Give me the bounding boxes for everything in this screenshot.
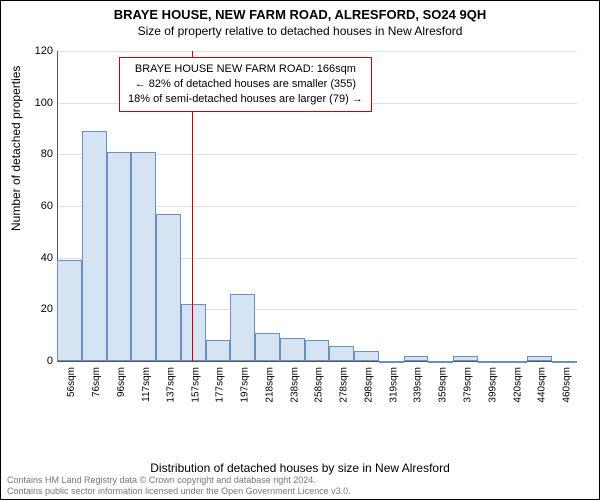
y-tick-label: 60 [29,200,53,212]
x-tick-label: 359sqm [438,367,449,403]
x-axis-label: Distribution of detached houses by size … [1,461,599,475]
histogram-bar [230,294,255,361]
histogram-bar [379,361,404,363]
x-tick-label: 399sqm [487,367,498,403]
x-tick-label: 137sqm [165,367,176,403]
x-tick-label: 278sqm [339,367,350,403]
histogram-bar [280,338,305,361]
x-tick-label: 177sqm [215,367,226,403]
histogram-bar [329,346,354,362]
attribution-footer: Contains HM Land Registry data © Crown c… [7,475,351,497]
y-tick-label: 20 [29,303,53,315]
y-tick-label: 80 [29,148,53,160]
histogram-bar [404,356,429,361]
x-tick-label: 96sqm [116,367,127,397]
histogram-bar [206,340,231,361]
histogram-bar [552,361,577,363]
x-tick-label: 197sqm [240,367,251,403]
x-tick-label: 440sqm [537,367,548,403]
chart-container: BRAYE HOUSE, NEW FARM ROAD, ALRESFORD, S… [0,0,600,500]
histogram-bar [82,131,107,361]
info-line-1: BRAYE HOUSE NEW FARM ROAD: 166sqm [128,62,363,77]
x-tick-label: 298sqm [364,367,375,403]
histogram-bar [503,361,528,363]
histogram-bar [354,351,379,361]
x-tick-label: 56sqm [66,367,77,397]
histogram-bar [181,304,206,361]
property-info-box: BRAYE HOUSE NEW FARM ROAD: 166sqm ← 82% … [119,57,372,112]
x-tick-label: 117sqm [141,367,152,402]
x-tick-label: 460sqm [562,367,573,403]
gridline [57,51,577,52]
histogram-bar [57,260,82,361]
x-tick-label: 379sqm [463,367,474,403]
chart-area: 02040608010012056sqm76sqm96sqm117sqm137s… [57,51,577,421]
y-tick-label: 120 [29,45,53,57]
histogram-bar [478,361,503,363]
x-tick-label: 258sqm [314,367,325,403]
chart-title: BRAYE HOUSE, NEW FARM ROAD, ALRESFORD, S… [1,7,599,22]
chart-subtitle: Size of property relative to detached ho… [1,24,599,38]
footer-line-1: Contains HM Land Registry data © Crown c… [7,475,351,486]
x-tick-label: 76sqm [91,367,102,397]
y-tick-label: 0 [29,355,53,367]
y-tick-label: 100 [29,97,53,109]
y-axis-label: Number of detached properties [9,66,23,231]
x-tick-label: 238sqm [289,367,300,403]
x-tick-label: 157sqm [190,367,201,403]
histogram-bar [107,152,132,361]
histogram-bar [305,340,330,361]
y-tick-label: 40 [29,252,53,264]
info-line-3: 18% of semi-detached houses are larger (… [128,92,363,107]
x-tick-label: 218sqm [264,367,275,403]
x-tick-label: 420sqm [512,367,523,403]
histogram-bar [428,361,453,363]
histogram-bar [255,333,280,361]
histogram-bar [131,152,156,361]
info-line-2: ← 82% of detached houses are smaller (35… [128,77,363,92]
x-tick-label: 319sqm [388,367,399,403]
footer-line-2: Contains public sector information licen… [7,486,351,497]
histogram-bar [156,214,181,361]
histogram-bar [453,356,478,361]
x-tick-label: 339sqm [413,367,424,403]
histogram-bar [527,356,552,361]
